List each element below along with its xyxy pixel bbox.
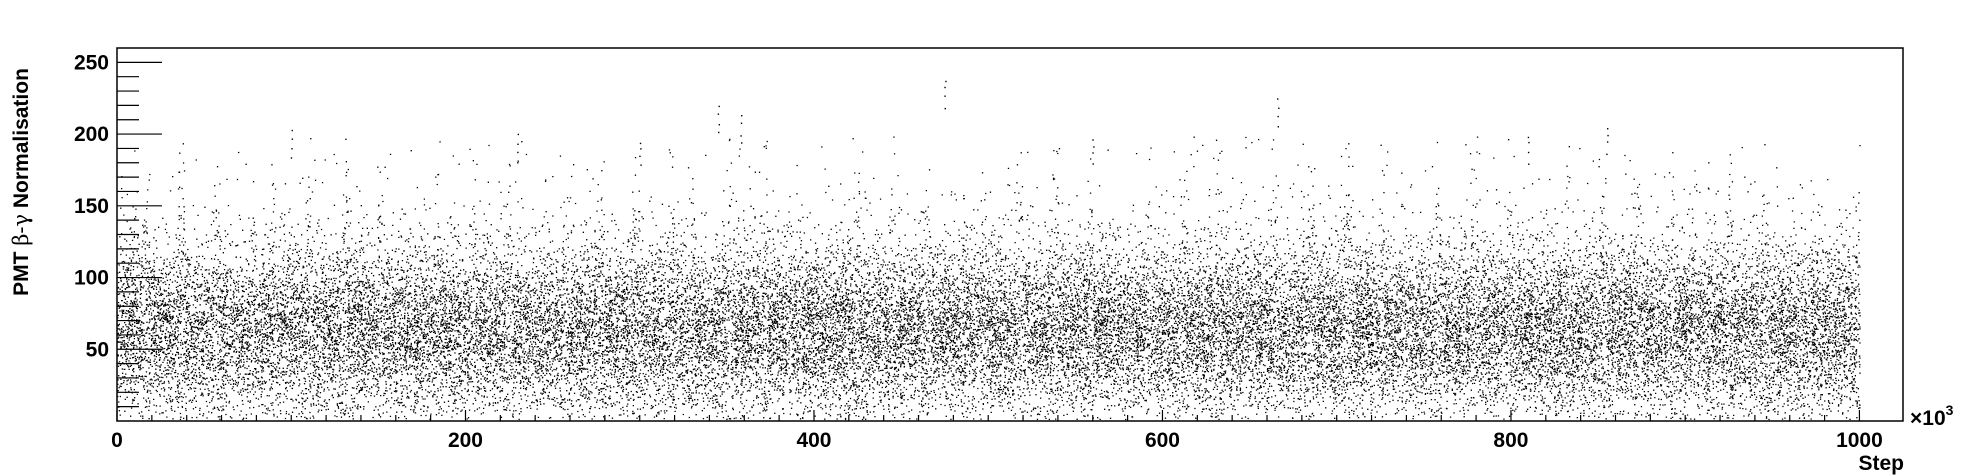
scatter-point-outlier	[718, 131, 720, 134]
scatter-point-outlier	[1277, 98, 1279, 100]
scatter-point-outlier	[740, 135, 742, 137]
scatter-point-outlier	[945, 80, 947, 83]
x-tick-label: 0	[111, 429, 123, 452]
scatter-point-outlier	[1092, 163, 1094, 165]
scatter-point-outlier	[1527, 136, 1530, 139]
x-tick-label: 200	[448, 429, 483, 452]
tick-labels: 0 200 400 600 800 1000 50 100 150 200 250	[74, 51, 1883, 452]
scatter-point-outlier	[1278, 107, 1280, 110]
y-axis-title-suffix: Normalisation	[10, 68, 33, 214]
y-tick-label: 200	[74, 123, 109, 146]
scatter-point-outlier	[944, 107, 946, 110]
scatter-point-outlier	[291, 138, 294, 140]
scatter-point-outlier	[1093, 146, 1095, 148]
scatter-point-outlier	[741, 142, 743, 144]
scatter-point-outlier	[517, 133, 520, 136]
data-points	[117, 80, 1861, 421]
scatter-point-outlier	[1607, 134, 1609, 137]
scatter-point-outlier	[291, 148, 293, 150]
y-axis-title-prefix: PMT	[10, 246, 33, 296]
y-axis-title-symbol: β-γ	[9, 214, 33, 246]
scatter-point-outlier	[1606, 128, 1609, 130]
scatter-point-outlier	[1277, 115, 1279, 118]
x-multiplier-exponent: 3	[1946, 402, 1954, 418]
scatter-point-outlier	[741, 115, 743, 117]
scatter-point-outlier	[740, 122, 743, 124]
scatter-point-outlier	[640, 164, 642, 166]
scatter-point-outlier	[944, 86, 946, 89]
scatter-point-outlier	[290, 157, 293, 159]
scatter-point-outlier	[1528, 141, 1530, 144]
y-tick-label: 50	[86, 338, 109, 361]
scatter-point-outlier	[639, 142, 642, 145]
y-axis-title: PMT β-γ Normalisation	[9, 68, 33, 296]
scatter-point-outlier	[291, 129, 293, 132]
x-tick-label: 1000	[1836, 429, 1883, 452]
y-tick-label: 100	[74, 267, 109, 290]
scatter-point-outlier	[1092, 139, 1094, 141]
scatter-point-outlier	[1527, 151, 1530, 154]
scatter-point-outlier	[517, 151, 519, 154]
scatter-point-outlier	[1528, 163, 1530, 165]
scatter-point-outlier	[517, 162, 519, 164]
x-tick-label: 400	[796, 429, 831, 452]
x-tick-label: 600	[1145, 429, 1180, 452]
scatter-point-outlier	[718, 124, 721, 126]
axes	[116, 61, 1861, 421]
scatter-point-outlier	[640, 148, 642, 150]
scatter-point-outlier	[718, 105, 720, 108]
scatter-point-cloud	[117, 136, 1861, 421]
scatter-point-outlier	[517, 143, 519, 145]
scatter-point-outlier	[717, 113, 720, 115]
scatter-point-outlier	[1606, 141, 1609, 143]
scatter-point-outlier	[639, 155, 641, 158]
y-tick-label: 250	[74, 51, 109, 74]
scatter-point-outlier	[1277, 126, 1280, 128]
x-multiplier-base: ×10	[1910, 407, 1946, 430]
scatter-point-outlier	[1092, 152, 1094, 154]
x-tick-label: 800	[1493, 429, 1528, 452]
x-axis-title: Step	[1858, 452, 1904, 475]
scatter-point-outlier	[1606, 153, 1608, 156]
scatter-point-outlier	[944, 95, 946, 97]
x-axis-multiplier: ×103	[1910, 402, 1954, 430]
y-tick-label: 150	[74, 195, 109, 218]
